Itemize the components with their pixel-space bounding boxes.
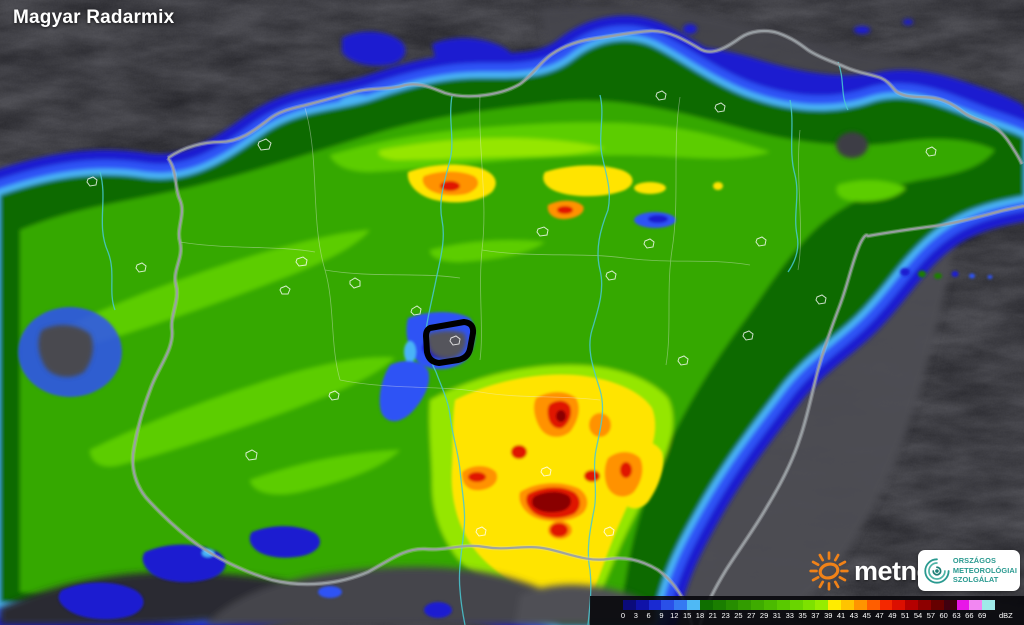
- legend-tick: 23: [721, 611, 730, 620]
- legend-cell-51: [905, 600, 919, 610]
- legend-cell-45: [866, 600, 880, 610]
- legend-cell-43: [853, 600, 867, 610]
- legend-cell-47: [879, 600, 893, 610]
- legend-tick: 45: [862, 611, 871, 620]
- no-echo-patches: [0, 132, 993, 625]
- legend-tick: 43: [849, 611, 859, 620]
- omsz-text: ORSZÁGOS METEOROLÓGIAI SZOLGÁLAT: [953, 556, 1017, 585]
- legend-unit: dBZ: [999, 611, 1013, 620]
- legend-tick: 0: [620, 611, 626, 620]
- legend-tick: 63: [952, 611, 961, 620]
- legend-cell-31: [776, 600, 790, 610]
- legend-tick: 3: [633, 611, 638, 620]
- omsz-line-3: SZOLGÁLAT: [952, 575, 999, 585]
- legend-cell-41: [841, 600, 854, 610]
- legend-cell-69: [982, 600, 996, 610]
- legend-cell-6: [648, 600, 662, 610]
- legend-cell-66: [969, 600, 983, 610]
- legend-tick: 51: [901, 611, 910, 620]
- legend-cell-57: [930, 600, 944, 610]
- legend-cell-33: [789, 600, 803, 610]
- legend-tick: 12: [670, 611, 679, 620]
- legend-tick: 39: [824, 611, 833, 620]
- settlement-outlines: [86, 90, 937, 537]
- wedge-blue-spots: [58, 268, 993, 620]
- dbz-tick-labels: 0 3 6 9 12 15 18 21 23 25 27 29 31 33 35 37 39 41 43 45 47 49…: [620, 611, 1023, 623]
- legend-tick: 37: [811, 611, 820, 620]
- legend-cell-15: [687, 600, 700, 610]
- legend-tick: 54: [913, 611, 923, 620]
- legend-cell-60: [943, 600, 957, 610]
- legend-tick: 29: [759, 611, 769, 620]
- country-border: [130, 28, 1024, 625]
- swirl-icon: [924, 557, 950, 584]
- legend-tick: 35: [798, 611, 807, 620]
- legend-tick: 47: [875, 611, 884, 620]
- legend-tick: 31: [772, 611, 782, 620]
- legend-tick: 6: [646, 611, 651, 620]
- legend-cell-0: [623, 600, 636, 610]
- legend-cell-9: [661, 600, 675, 610]
- legend-cell-29: [764, 600, 777, 610]
- legend-cell-25: [738, 600, 752, 610]
- page-title: Magyar Radarmix: [13, 7, 175, 28]
- county-borders: [179, 94, 801, 401]
- legend-cell-37: [815, 600, 829, 610]
- legend-tick: 33: [785, 611, 794, 620]
- legend-tick: 57: [926, 611, 936, 620]
- legend-tick: 9: [659, 611, 664, 620]
- legend-cell-63: [956, 600, 970, 610]
- legend-tick: 69: [978, 611, 987, 620]
- legend-cell-27: [751, 600, 765, 610]
- dbz-legend: 0 3 6 9 12 15 18 21 23 25 27 29 31 33 35 37 39 41 43 45 47 49…: [590, 596, 1024, 625]
- legend-cell-23: [725, 600, 739, 610]
- legend-tick: 21: [708, 611, 717, 620]
- legend-tick: 60: [939, 611, 948, 620]
- legend-cell-21: [712, 600, 726, 610]
- legend-tick: 66: [965, 611, 974, 620]
- legend-cell-18: [699, 600, 713, 610]
- legend-tick: 27: [747, 611, 756, 620]
- warning-area-outline[interactable]: [423, 319, 477, 366]
- legend-cell-54: [918, 600, 931, 610]
- legend-cell-39: [828, 600, 842, 610]
- omsz-line-2: METEOROLÓGIAI: [952, 565, 1017, 575]
- legend-tick: 15: [682, 611, 692, 620]
- dbz-colorbar: [623, 600, 996, 610]
- omsz-line-1: ORSZÁGOS: [952, 556, 996, 566]
- map-lines: [86, 28, 1024, 625]
- legend-cell-35: [802, 600, 816, 610]
- legend-cell-12: [674, 600, 688, 610]
- legend-cell-3: [635, 600, 649, 610]
- omsz-logo[interactable]: ORSZÁGOS METEOROLÓGIAI SZOLGÁLAT: [918, 550, 1020, 591]
- legend-cell-49: [892, 600, 906, 610]
- legend-tick: 41: [836, 611, 846, 620]
- legend-tick: 25: [734, 611, 743, 620]
- sun-icon: [809, 551, 849, 591]
- legend-tick: 18: [695, 611, 705, 620]
- precip-dark-red-cores: [531, 410, 571, 513]
- legend-tick: 49: [888, 611, 897, 620]
